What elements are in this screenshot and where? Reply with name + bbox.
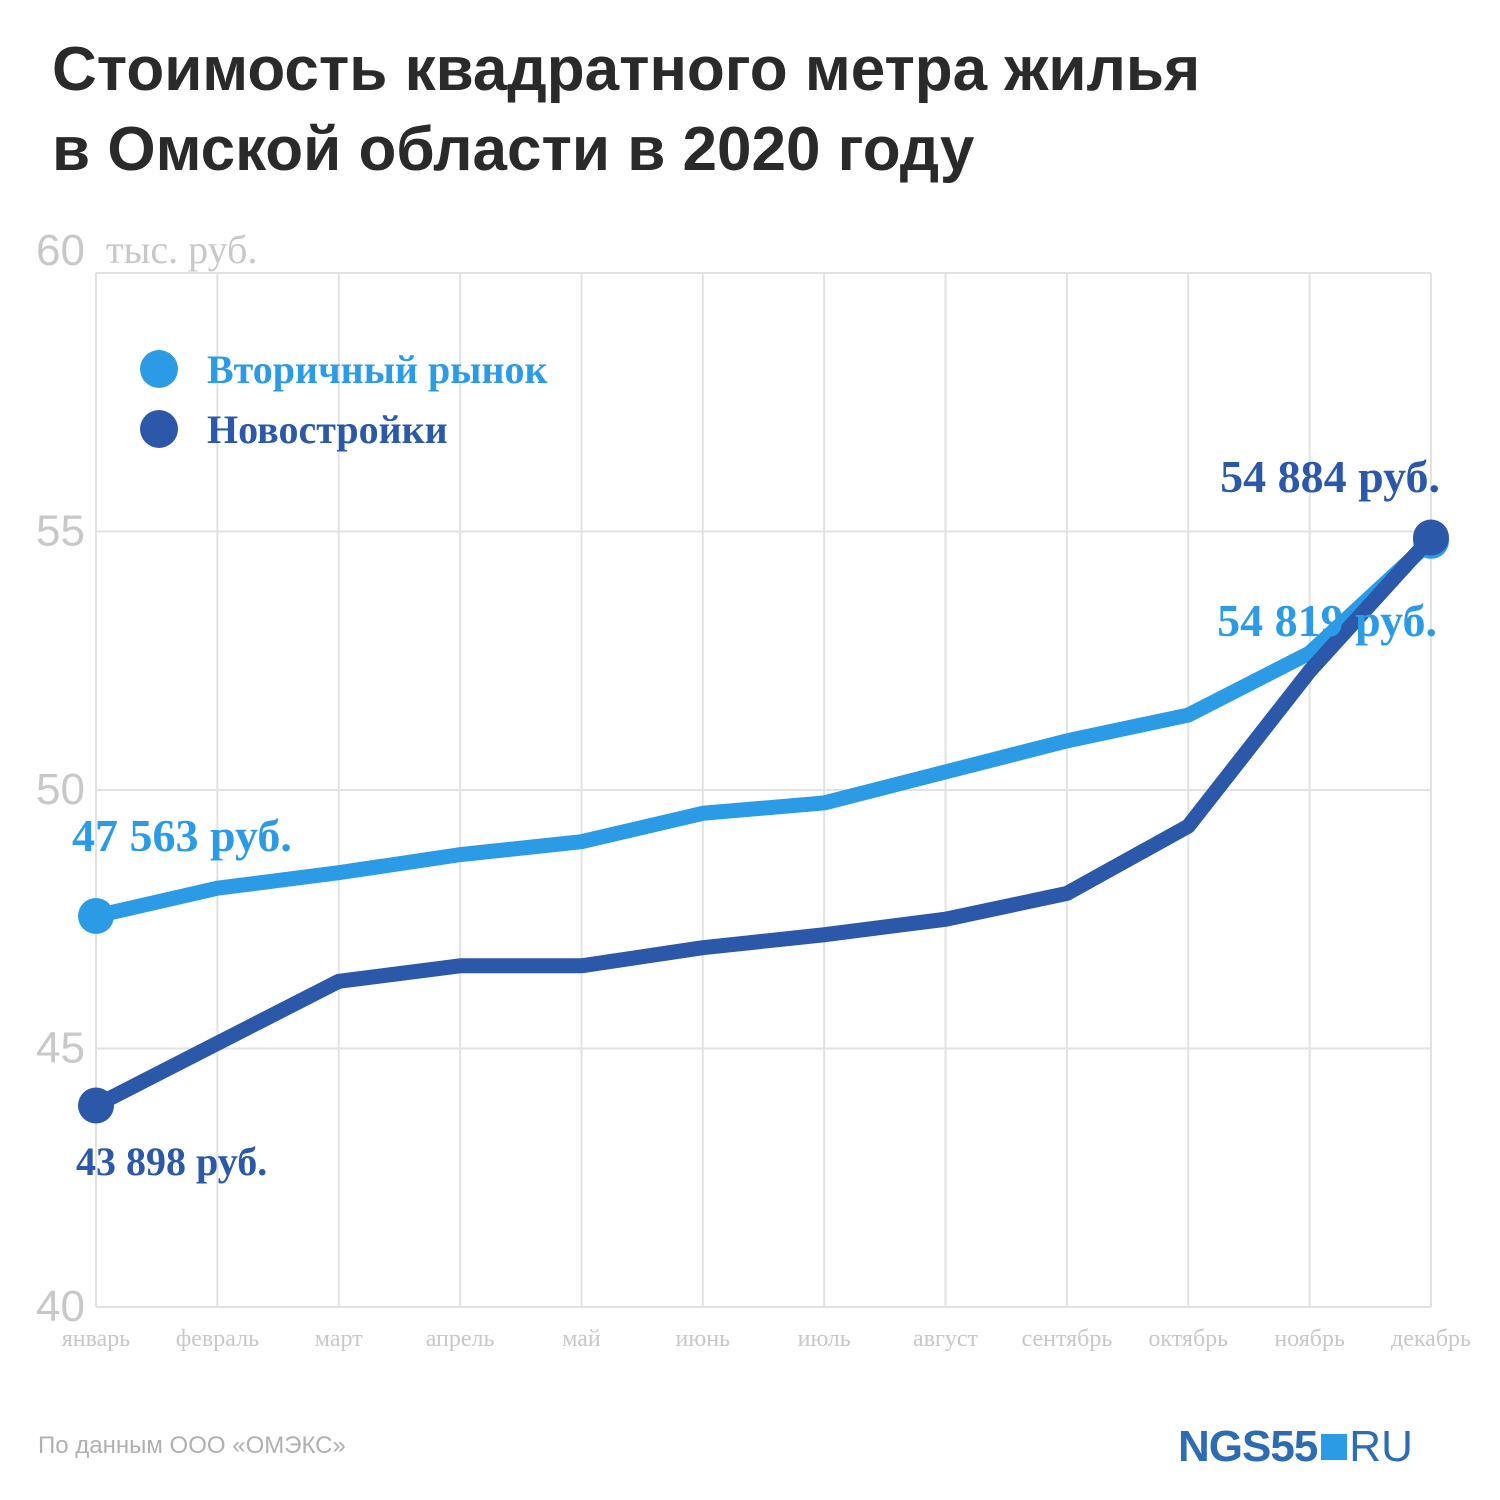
y-tick-label: 60 <box>36 226 85 275</box>
chart-title: Стоимость квадратного метра жилья в Омск… <box>52 30 1452 190</box>
value-label-secondary-start: 47 563 руб. <box>72 810 292 861</box>
x-tick-label: ноябрь <box>1274 1326 1345 1352</box>
x-tick-label: февраль <box>176 1326 259 1352</box>
y-axis-labels: 40 45 50 55 60 тыс. руб. <box>36 226 257 1331</box>
legend: Вторичный рынок Новостройки <box>140 347 548 452</box>
x-tick-label: сентябрь <box>1022 1326 1113 1352</box>
x-tick-label: май <box>562 1326 601 1352</box>
y-tick-label: 55 <box>36 507 85 556</box>
y-unit-label: тыс. руб. <box>106 227 257 272</box>
x-tick-label: август <box>913 1326 978 1352</box>
y-tick-label: 40 <box>36 1282 85 1331</box>
chart-title-line-2: в Омской области в 2020 году <box>52 115 975 184</box>
legend-marker-1 <box>140 410 178 448</box>
series-1-start-point <box>78 1087 114 1124</box>
logo-suffix: RU <box>1349 1422 1413 1471</box>
y-tick-label: 45 <box>36 1024 85 1073</box>
series-line-0 <box>88 533 1439 924</box>
x-tick-label: апрель <box>426 1326 495 1352</box>
x-tick-label: октябрь <box>1148 1326 1228 1352</box>
logo-square-icon <box>1321 1434 1348 1460</box>
x-tick-label: декабрь <box>1391 1326 1471 1352</box>
chart-title-line-1: Стоимость квадратного метра жилья <box>52 35 1201 104</box>
value-label-secondary-end: 54 819 руб. <box>1217 595 1437 646</box>
value-label-new-start: 43 898 руб. <box>76 1139 267 1184</box>
series-1-end-point <box>1413 519 1449 556</box>
legend-label-1: Новостройки <box>207 407 448 452</box>
series-line-1 <box>88 529 1439 1113</box>
x-tick-label: январь <box>62 1326 131 1352</box>
value-labels: 47 563 руб. 54 819 руб. 43 898 руб. 54 884 … <box>72 451 1440 1184</box>
legend-marker-0 <box>140 350 178 388</box>
source-note: По данным ООО «ОМЭКС» <box>38 1432 346 1459</box>
ngs55-logo: NGS55 RU <box>1178 1422 1413 1471</box>
horizontal-gridlines <box>96 272 1431 1308</box>
x-tick-label: март <box>315 1326 363 1352</box>
logo-text: NGS55 <box>1178 1422 1318 1471</box>
legend-label-0: Вторичный рынок <box>207 347 548 392</box>
series-0-start-point <box>78 897 114 934</box>
y-tick-label: 50 <box>36 765 85 814</box>
x-axis-labels: январь февраль март апрель май июнь июль август… <box>62 1326 1471 1352</box>
x-tick-label: июль <box>798 1326 851 1352</box>
series-lines <box>78 519 1449 1124</box>
value-label-new-end: 54 884 руб. <box>1220 451 1440 502</box>
x-tick-label: июнь <box>676 1326 731 1352</box>
